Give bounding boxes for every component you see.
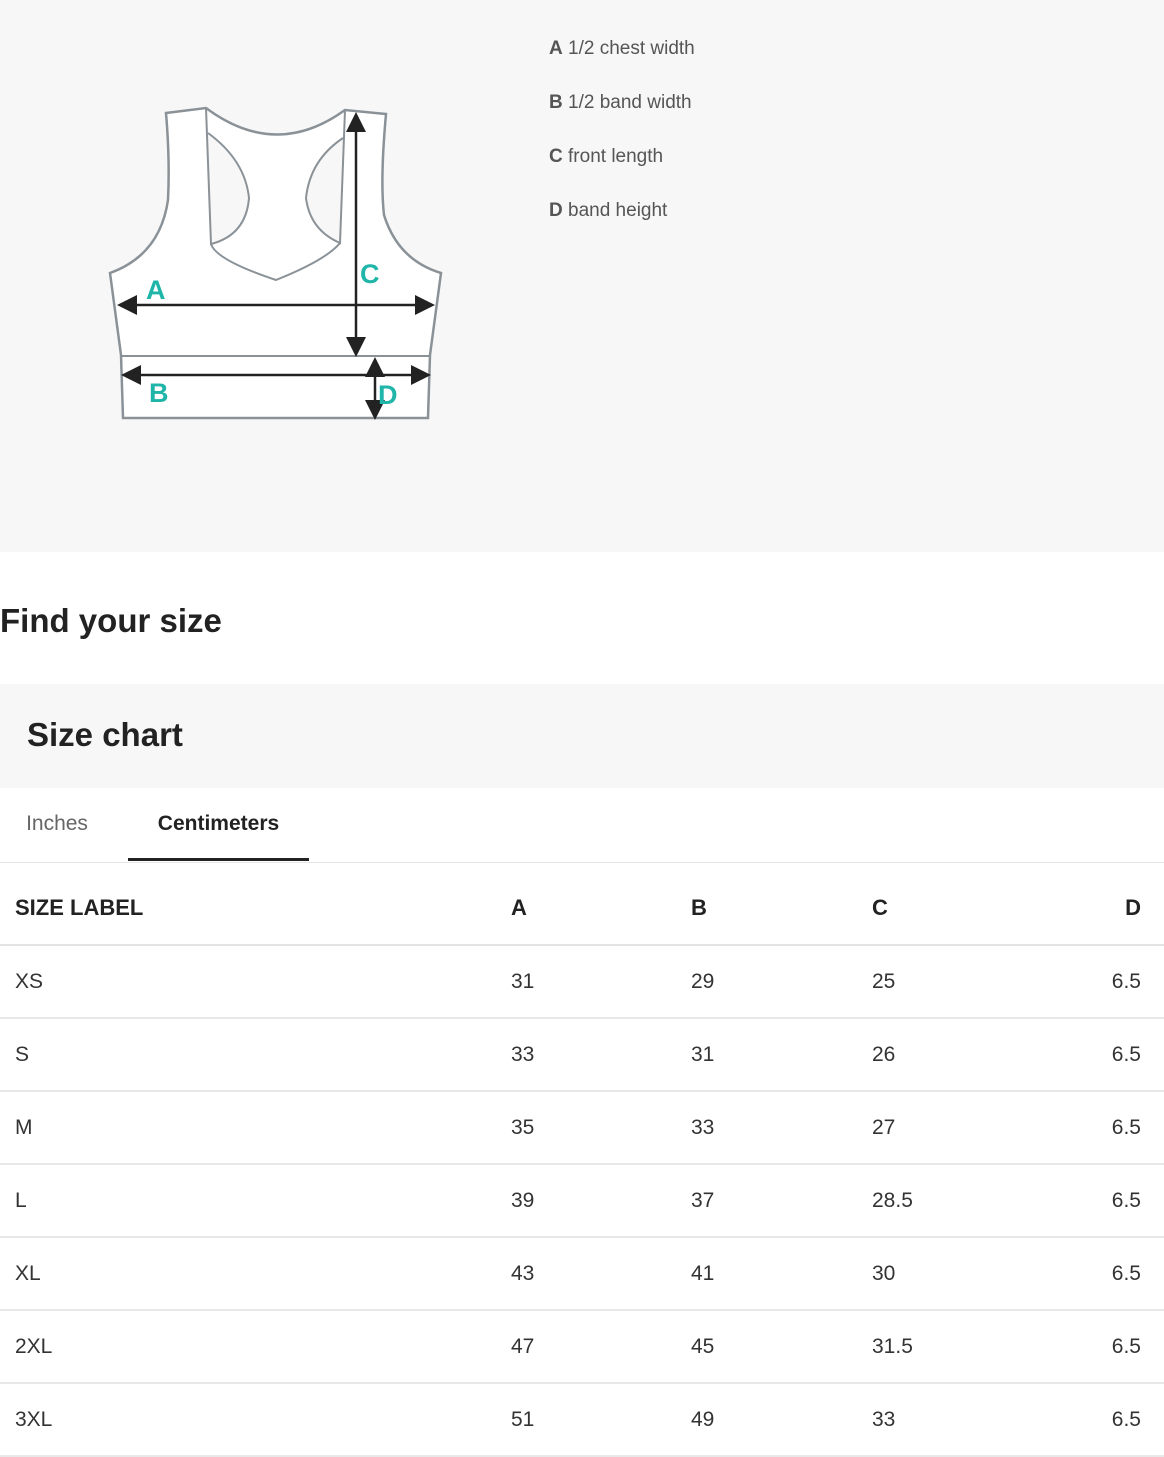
- table-cell: 31: [691, 1018, 872, 1092]
- table-cell: 39: [511, 1164, 691, 1238]
- table-cell: 35: [511, 1091, 691, 1165]
- legend-item-a: A 1/2 chest width: [549, 38, 695, 59]
- table-cell: M: [0, 1091, 511, 1165]
- label-a: A: [146, 275, 166, 305]
- table-cell: XS: [0, 945, 511, 1019]
- table-cell: 33: [691, 1091, 872, 1165]
- table-header-row: SIZE LABEL A B C D: [0, 872, 1164, 946]
- table-cell: 41: [691, 1237, 872, 1311]
- legend-item-c: C front length: [549, 146, 664, 167]
- table-cell: 31.5: [872, 1310, 1082, 1384]
- table-cell: 37: [691, 1164, 872, 1238]
- sports-bra-diagram: A C B D: [108, 106, 443, 420]
- measurement-legend: A 1/2 chest width B 1/2 band width C fro…: [549, 38, 695, 254]
- garment-outline: [108, 106, 443, 420]
- table-cell: 43: [511, 1237, 691, 1311]
- label-c: C: [360, 259, 380, 289]
- table-cell: 6.5: [1082, 1237, 1164, 1311]
- table-cell: 28.5: [872, 1164, 1082, 1238]
- column-header: SIZE LABEL: [0, 872, 511, 946]
- table-row: L 39 37 28.5 6.5: [0, 1164, 1164, 1238]
- tab-centimeters[interactable]: Centimeters: [128, 789, 309, 861]
- table-cell: 47: [511, 1310, 691, 1384]
- table-row: 3XL 51 49 33 6.5: [0, 1383, 1164, 1457]
- table-cell: 6.5: [1082, 1383, 1164, 1457]
- table-cell: 25: [872, 945, 1082, 1019]
- table-cell: 51: [511, 1383, 691, 1457]
- table-cell: 33: [872, 1383, 1082, 1457]
- legend-item-d: D band height: [549, 200, 668, 221]
- table-cell: 30: [872, 1237, 1082, 1311]
- unit-tabs: Inches Centimeters: [0, 789, 1164, 863]
- table-cell: S: [0, 1018, 511, 1092]
- table-cell: 3XL: [0, 1383, 511, 1457]
- table-cell: 31: [511, 945, 691, 1019]
- table-cell: 33: [511, 1018, 691, 1092]
- find-your-size-heading: Find your size: [0, 602, 222, 639]
- table-cell: 6.5: [1082, 1091, 1164, 1165]
- table-cell: L: [0, 1164, 511, 1238]
- table-cell: 26: [872, 1018, 1082, 1092]
- table-row: 2XL 47 45 31.5 6.5: [0, 1310, 1164, 1384]
- column-header: C: [872, 872, 1082, 946]
- table-row: S 33 31 26 6.5: [0, 1018, 1164, 1092]
- label-d: D: [378, 380, 398, 410]
- size-chart-title: Size chart: [27, 716, 183, 753]
- table-cell: 2XL: [0, 1310, 511, 1384]
- table-row: XL 43 41 30 6.5: [0, 1237, 1164, 1311]
- column-header: A: [511, 872, 691, 946]
- table-cell: 6.5: [1082, 1164, 1164, 1238]
- table-row: M 35 33 27 6.5: [0, 1091, 1164, 1165]
- table-row: XS 31 29 25 6.5: [0, 945, 1164, 1019]
- table-cell: XL: [0, 1237, 511, 1311]
- table-cell: 6.5: [1082, 945, 1164, 1019]
- table-cell: 49: [691, 1383, 872, 1457]
- table-cell: 29: [691, 945, 872, 1019]
- legend-item-b: B 1/2 band width: [549, 92, 692, 113]
- size-chart-header: Size chart: [0, 684, 1164, 788]
- table-cell: 6.5: [1082, 1310, 1164, 1384]
- column-header: D: [1082, 872, 1164, 946]
- label-b: B: [149, 378, 169, 408]
- size-table: SIZE LABEL A B C D XS 31 29 25 6.5 S 33 31 26 6.5 M 35 3…: [0, 872, 1164, 1457]
- table-cell: 6.5: [1082, 1018, 1164, 1092]
- tab-inches[interactable]: Inches: [26, 812, 88, 835]
- measurement-diagram-panel: A C B D A 1/2 chest width B 1/2 band wid…: [0, 0, 1164, 552]
- table-cell: 27: [872, 1091, 1082, 1165]
- column-header: B: [691, 872, 872, 946]
- table-cell: 45: [691, 1310, 872, 1384]
